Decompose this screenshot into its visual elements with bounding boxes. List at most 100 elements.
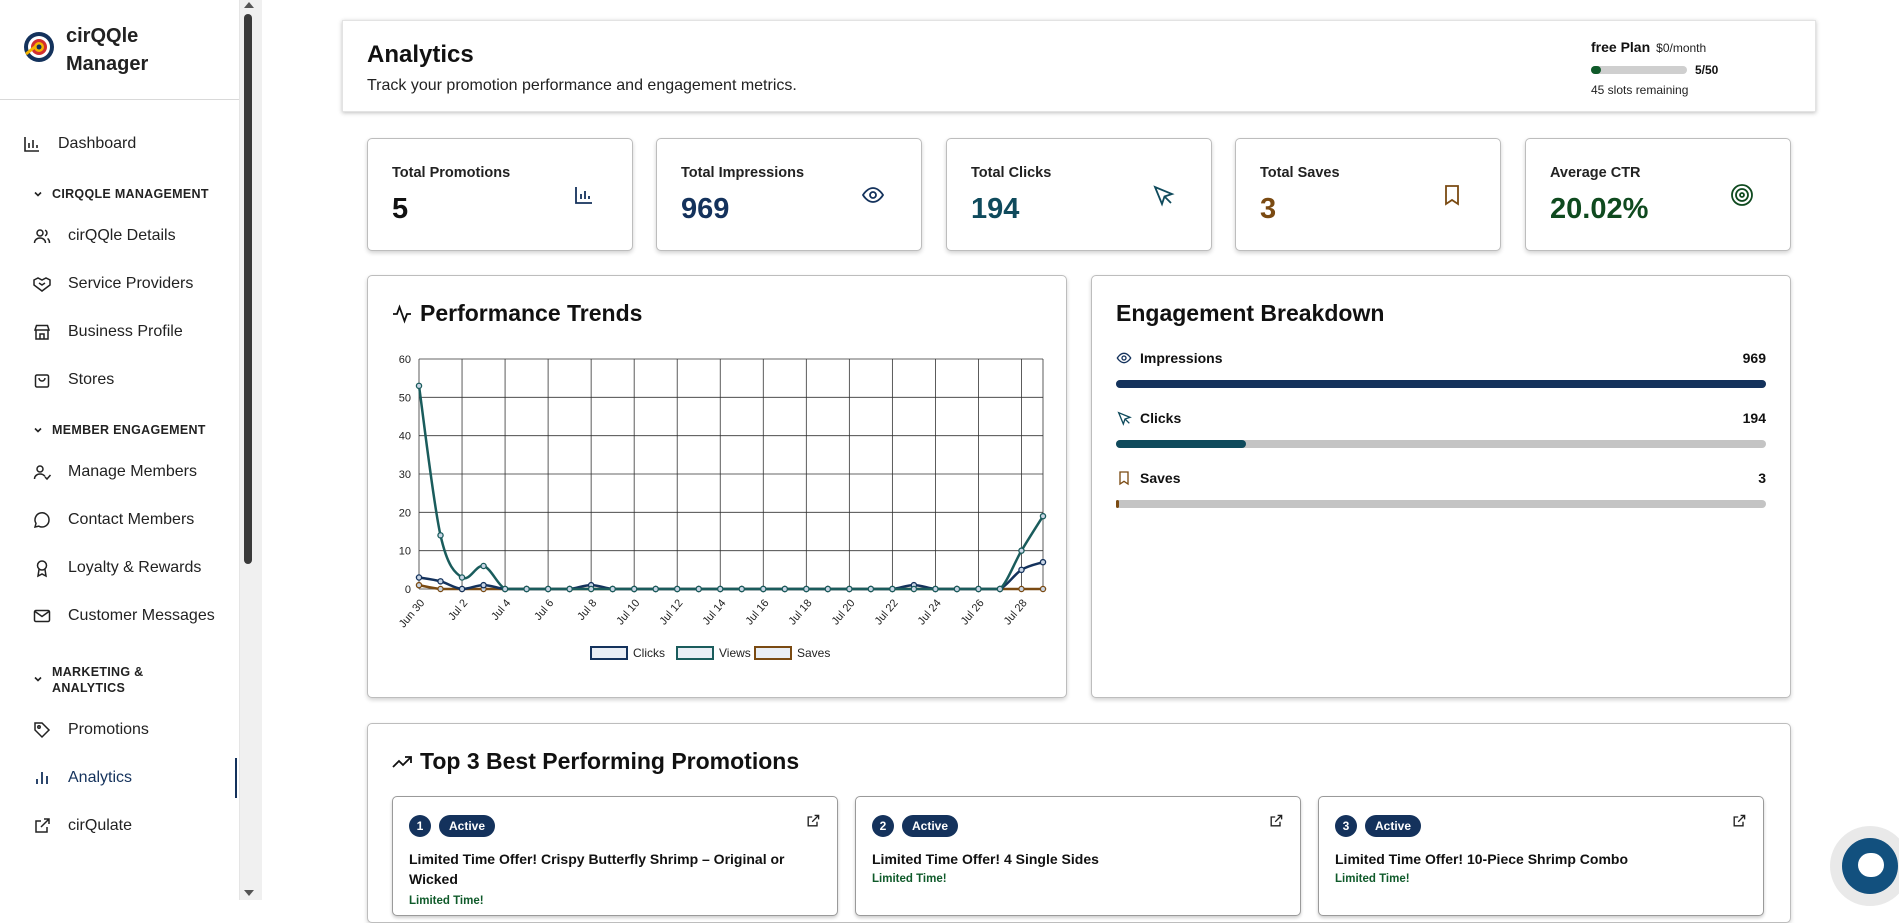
cursor-icon <box>1117 411 1132 426</box>
x-tick-label: Jul 24 <box>916 597 944 627</box>
sidebar-item-manage-members[interactable]: Manage Members <box>0 448 239 496</box>
y-tick-label: 50 <box>399 392 411 404</box>
sidebar-item-cirqqle-details[interactable]: cirQQle Details <box>0 212 239 260</box>
sidebar-item-business-profile[interactable]: Business Profile <box>0 308 239 356</box>
cursor-icon <box>1153 185 1175 207</box>
sidebar-item-contact-members[interactable]: Contact Members <box>0 496 239 544</box>
sidebar-item-customer-messages[interactable]: Customer Messages <box>0 592 239 640</box>
data-point-views <box>760 585 767 593</box>
engagement-title: Engagement Breakdown <box>1116 300 1385 326</box>
scroll-up-arrow-icon[interactable] <box>244 2 254 8</box>
engagement-row-saves: Saves 3 <box>1116 470 1766 508</box>
trending-up-icon <box>392 755 412 768</box>
series-line-clicks <box>418 560 1044 591</box>
bar-chart-icon <box>36 772 48 784</box>
data-point-views <box>910 585 918 593</box>
sidebar-item-label: Contact Members <box>68 511 195 528</box>
status-badge: Active <box>1365 815 1422 837</box>
external-link-icon[interactable] <box>1268 813 1284 829</box>
chat-launcher-button[interactable] <box>1830 826 1899 906</box>
performance-chart[interactable]: 0 10 20 30 40 50 60 Jun 30 Jul 2 Jul 4 Jul 6 Jul 8 J… <box>368 276 1068 699</box>
x-tick-label: Jul 28 <box>1002 597 1030 627</box>
sidebar-item-label: cirQulate <box>68 817 133 834</box>
section-member-engagement[interactable]: MEMBER ENGAGEMENT <box>0 404 239 448</box>
engagement-bar-fill <box>1116 500 1119 508</box>
handshake-icon <box>33 277 51 292</box>
x-tick-label: Jul 14 <box>700 597 728 627</box>
data-point-saves <box>415 581 423 589</box>
sidebar: cirQQle Manager Dashboard CIRQQLE MANAGE… <box>0 0 240 900</box>
brand[interactable]: cirQQle Manager <box>0 0 239 100</box>
page-subtitle: Track your promotion performance and eng… <box>367 77 797 94</box>
legend-label-clicks: Clicks <box>633 646 665 660</box>
sidebar-item-cirqulate[interactable]: cirQulate <box>0 802 239 850</box>
shopping-bag-icon <box>34 374 50 388</box>
bookmark-icon <box>1119 471 1129 486</box>
section-marketing-analytics[interactable]: MARKETING & ANALYTICS <box>0 640 239 706</box>
mail-icon <box>33 609 51 623</box>
stat-label: Total Clicks <box>971 165 1052 181</box>
brand-name-line1: cirQQle <box>66 25 139 47</box>
message-circle-icon <box>33 512 50 528</box>
external-link-icon[interactable] <box>805 813 821 829</box>
engagement-row-clicks: Clicks 194 <box>1116 410 1766 448</box>
external-link-icon[interactable] <box>1731 813 1747 829</box>
data-point-saves <box>437 585 444 593</box>
sidebar-item-stores[interactable]: Stores <box>0 356 239 404</box>
status-badge: Active <box>902 815 959 837</box>
sidebar-item-label: Loyalty & Rewards <box>68 559 202 576</box>
sidebar-item-loyalty-rewards[interactable]: Loyalty & Rewards <box>0 544 239 592</box>
data-point-views <box>544 585 552 593</box>
engagement-label: Saves <box>1140 470 1181 486</box>
promo-card-1[interactable]: 1 Active Limited Time Offer! Crispy Butt… <box>392 796 838 916</box>
engagement-label: Impressions <box>1140 350 1223 366</box>
scroll-down-arrow-icon[interactable] <box>244 890 254 896</box>
sidebar-item-label: Service Providers <box>68 275 194 292</box>
data-point-views <box>803 585 810 593</box>
sidebar-item-label: Manage Members <box>68 463 197 480</box>
promo-rank: 3 <box>1335 815 1357 837</box>
bar-chart-icon <box>575 187 592 204</box>
section-label-line2: ANALYTICS <box>52 681 126 695</box>
bar-chart-icon <box>24 137 39 152</box>
x-tick-label: Jul 12 <box>657 597 685 627</box>
data-point-views <box>458 574 466 581</box>
engagement-value: 969 <box>1742 350 1766 366</box>
legend-swatch-clicks <box>590 646 628 660</box>
stat-card-total-saves: Total Saves 3 <box>1235 138 1501 251</box>
data-point-views <box>566 585 573 593</box>
sidebar-item-service-providers[interactable]: Service Providers <box>0 260 239 308</box>
data-point-views <box>695 585 702 593</box>
x-tick-label: Jul 8 <box>575 597 599 623</box>
promo-card-3[interactable]: 3 Active Limited Time Offer! 10-Piece Sh… <box>1318 796 1764 916</box>
section-label: MEMBER ENGAGEMENT <box>52 423 206 437</box>
y-tick-label: 40 <box>399 431 411 443</box>
legend-label-views: Views <box>719 646 751 660</box>
data-point-saves <box>1018 585 1025 593</box>
data-point-views <box>889 585 896 593</box>
data-point-views <box>630 585 638 593</box>
stat-value: 194 <box>971 193 1020 225</box>
sidebar-scroll-thumb[interactable] <box>244 14 252 564</box>
sidebar-item-label: Analytics <box>68 769 133 786</box>
sidebar-item-promotions[interactable]: Promotions <box>0 706 239 754</box>
plan-slots-used: 5/50 <box>1695 63 1719 77</box>
section-cirqqle-management[interactable]: CIRQQLE MANAGEMENT <box>0 168 239 212</box>
sidebar-item-dashboard[interactable]: Dashboard <box>0 120 239 168</box>
stat-value: 3 <box>1260 193 1277 225</box>
stat-card-average-ctr: Average CTR 20.02% <box>1525 138 1791 251</box>
promo-card-2[interactable]: 2 Active Limited Time Offer! 4 Single Si… <box>855 796 1301 916</box>
data-point-clicks <box>415 574 423 581</box>
y-tick-label: 10 <box>399 546 411 558</box>
data-point-views <box>781 585 789 593</box>
data-point-views <box>996 585 1004 593</box>
plan-usage-bar <box>1591 66 1687 74</box>
stat-card-total-clicks: Total Clicks 194 <box>946 138 1212 251</box>
top-promotions-title: Top 3 Best Performing Promotions <box>420 748 800 774</box>
data-point-views <box>587 585 595 593</box>
sidebar-item-analytics[interactable]: Analytics <box>0 754 239 802</box>
promo-title: Limited Time Offer! Crispy Butterfly Shr… <box>409 851 785 887</box>
data-point-clicks <box>437 578 444 585</box>
engagement-breakdown-panel: Engagement Breakdown Impressions 969 Cli… <box>1091 275 1791 698</box>
data-point-clicks <box>458 585 466 593</box>
